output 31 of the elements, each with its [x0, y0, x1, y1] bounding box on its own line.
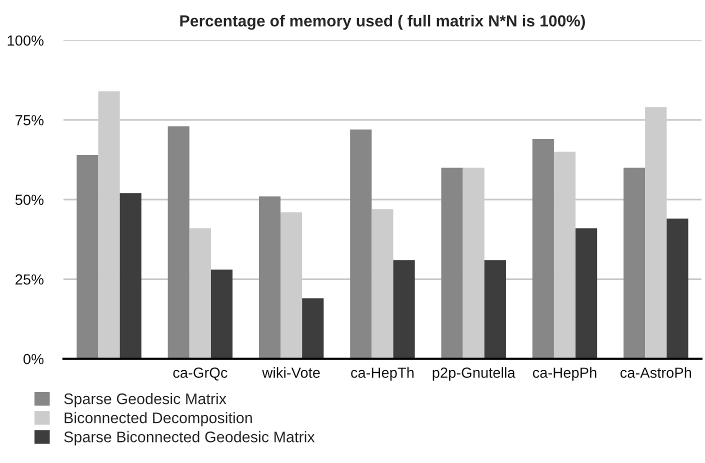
y-tick-label: 0%	[24, 354, 44, 364]
x-tick-label: ca-AstroPh	[620, 367, 692, 378]
bar	[624, 168, 646, 359]
y-tick-label: 50%	[15, 194, 44, 205]
bar	[393, 260, 415, 359]
y-tick-label: 100%	[8, 35, 44, 46]
legend-label: Biconnected Decomposition	[64, 412, 252, 426]
bar	[302, 298, 324, 359]
bar	[576, 228, 598, 359]
legend-label: Sparse Biconnected Geodesic Matrix	[64, 431, 315, 446]
bar	[189, 228, 211, 359]
bar	[666, 218, 688, 359]
bar	[258, 196, 281, 359]
x-tick-label: wiki-Vote	[262, 367, 320, 378]
bar	[210, 270, 233, 359]
bar	[76, 154, 98, 359]
x-tick-label: ca-HepTh	[351, 367, 414, 381]
bar	[484, 260, 506, 359]
bar	[120, 193, 142, 359]
x-tick-label: p2p-Gnutella	[432, 367, 516, 381]
y-tick-label: 75%	[16, 115, 44, 126]
bar	[350, 129, 372, 359]
y-tick-label: 25%	[16, 274, 44, 285]
bar	[441, 168, 463, 359]
x-tick-label: ca-GrQc	[173, 368, 228, 380]
bar	[372, 209, 394, 359]
chart-title: Percentage of memory used ( full matrix N*N is 100%)	[180, 14, 585, 30]
x-tick-label: ca-HepPh	[532, 367, 596, 381]
bar	[532, 139, 554, 359]
legend-label: Sparse Geodesic Matrix	[64, 393, 226, 408]
bar	[168, 126, 190, 359]
